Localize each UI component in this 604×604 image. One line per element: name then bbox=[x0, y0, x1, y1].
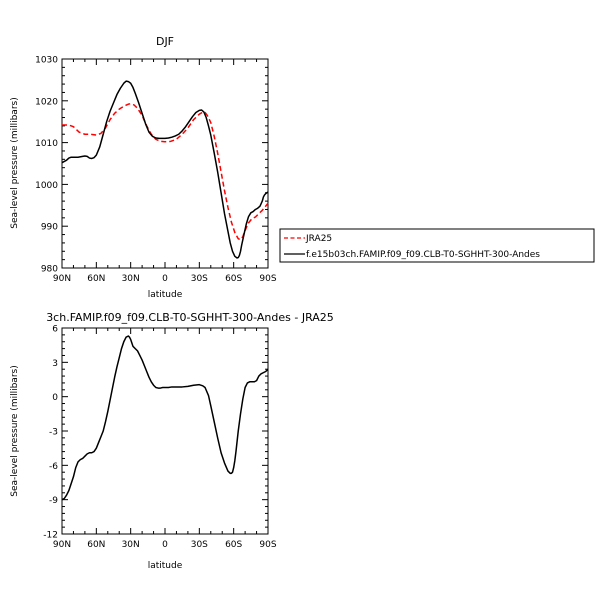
legend: JRA25 f.e15b03ch.FAMIP.f09_f09.CLB-T0-SG… bbox=[279, 228, 595, 263]
legend-label-jra25: JRA25 bbox=[305, 234, 332, 244]
x-tick-label: 60N bbox=[87, 274, 105, 284]
x-tick-label: 30N bbox=[122, 274, 140, 284]
y-axis-label: Sea-level pressure (millibars) bbox=[10, 365, 20, 496]
x-axis-label: latitude bbox=[148, 561, 183, 571]
y-tick-label: -12 bbox=[43, 531, 58, 541]
legend-label-model: f.e15b03ch.FAMIP.f09_f09.CLB-T0-SGHHT-30… bbox=[306, 250, 540, 260]
y-tick-label: 990 bbox=[41, 223, 58, 233]
y-tick-label: -6 bbox=[49, 462, 58, 472]
series-lines bbox=[61, 335, 269, 501]
plot-frame bbox=[61, 327, 269, 535]
series-lines bbox=[61, 80, 269, 259]
x-tick-label: 30S bbox=[191, 274, 208, 284]
x-tick-label: 30N bbox=[122, 540, 140, 550]
y-tick-label: 0 bbox=[52, 393, 58, 403]
series-line-1 bbox=[61, 335, 269, 501]
series-line-2 bbox=[61, 80, 269, 259]
chart-title: 3ch.FAMIP.f09_f09.CLB-T0-SGHHT-300-Andes… bbox=[46, 311, 334, 324]
y-axis: -12 -9 -6 -3 0 3 6 bbox=[43, 325, 268, 541]
y-tick-label: 980 bbox=[41, 265, 58, 275]
x-tick-label: 0 bbox=[162, 540, 168, 550]
y-axis-label: Sea-level pressure (millibars) bbox=[10, 97, 20, 228]
x-axis-label: latitude bbox=[148, 290, 183, 300]
chart-difference: 3ch.FAMIP.f09_f09.CLB-T0-SGHHT-300-Andes… bbox=[10, 311, 334, 571]
chart-title: DJF bbox=[156, 35, 174, 48]
x-tick-label: 90N bbox=[53, 274, 71, 284]
y-tick-label: 1030 bbox=[35, 56, 58, 66]
chart-djf: DJF 980 990 1000 1010 1020 1030 90N 60N 30N 0 30S… bbox=[10, 35, 277, 300]
x-tick-label: 90N bbox=[53, 540, 71, 550]
x-tick-label: 60N bbox=[87, 540, 105, 550]
x-tick-label: 90S bbox=[259, 540, 276, 550]
x-tick-label: 0 bbox=[162, 274, 168, 284]
x-tick-label: 90S bbox=[259, 274, 276, 284]
x-tick-label: 60S bbox=[225, 274, 242, 284]
y-tick-label: -3 bbox=[49, 428, 58, 438]
y-tick-label: 1000 bbox=[35, 181, 58, 191]
y-axis: 980 990 1000 1010 1020 1030 bbox=[35, 56, 268, 275]
y-tick-label: 1010 bbox=[35, 139, 58, 149]
x-axis: 90N 60N 30N 0 30S 60S 90S bbox=[53, 328, 277, 550]
y-tick-label: 3 bbox=[52, 359, 58, 369]
series-line-1 bbox=[62, 102, 269, 241]
x-tick-label: 30S bbox=[191, 540, 208, 550]
legend-box bbox=[279, 228, 595, 263]
y-tick-label: 1020 bbox=[35, 97, 58, 107]
y-tick-label: 6 bbox=[52, 325, 58, 335]
x-tick-label: 60S bbox=[225, 540, 242, 550]
x-axis: 90N 60N 30N 0 30S 60S 90S bbox=[53, 59, 277, 284]
y-tick-label: -9 bbox=[49, 496, 58, 506]
